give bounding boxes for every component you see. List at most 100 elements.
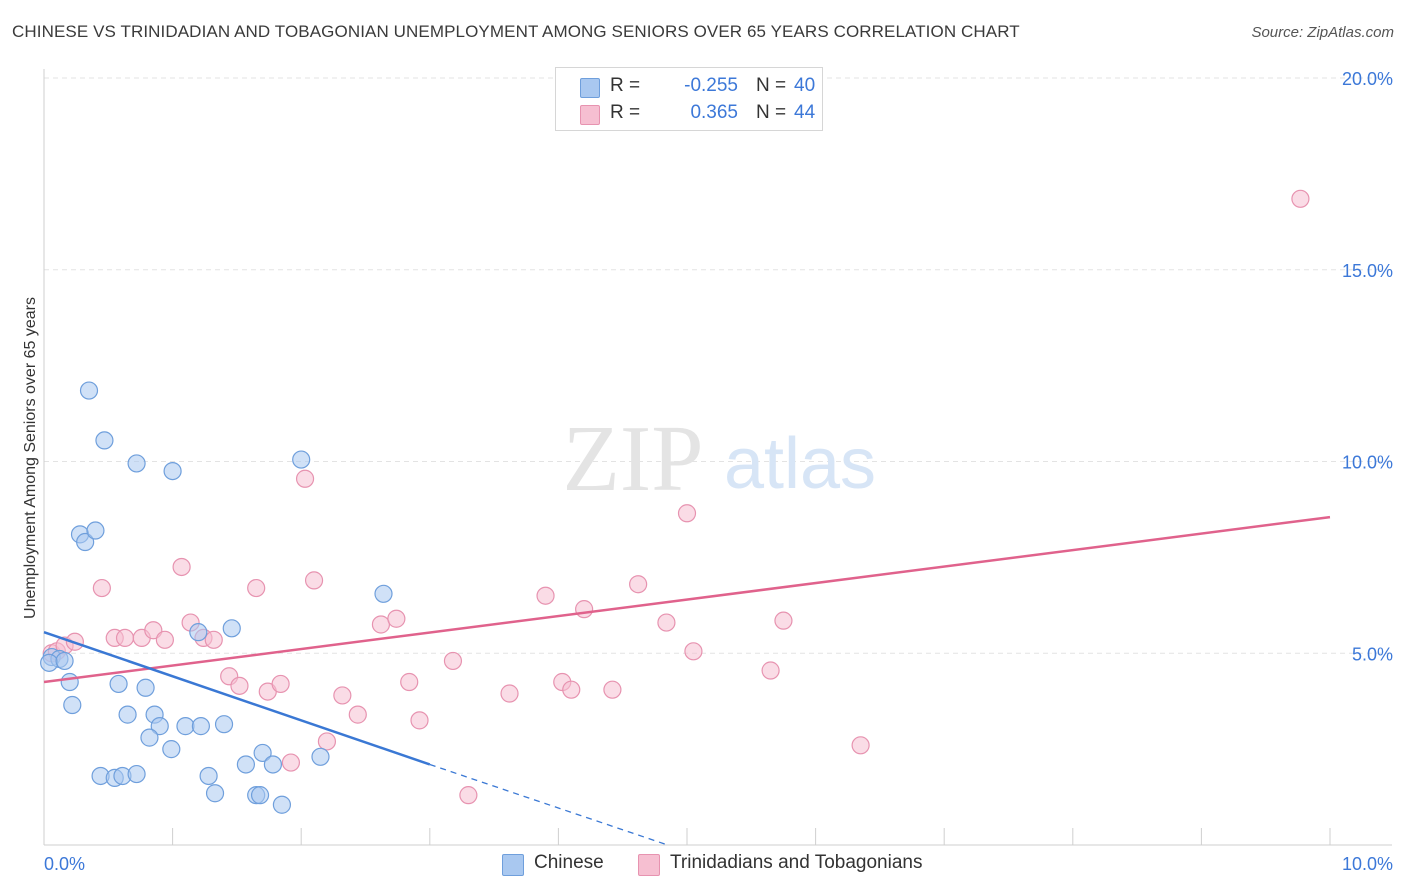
chinese-point — [76, 532, 95, 552]
trinidadians-point — [317, 732, 337, 751]
chinese-point — [236, 755, 256, 774]
trinidadians-point — [459, 786, 478, 805]
chinese-point — [63, 695, 82, 715]
chinese-point — [176, 717, 195, 736]
trinidadians-swatch — [638, 854, 660, 876]
watermark-zip: ZIP — [563, 407, 704, 511]
trinidadians-point — [155, 630, 174, 649]
trinidadians-point — [410, 711, 429, 730]
source-label: Source: ZipAtlas.com — [1251, 24, 1394, 41]
trinidadians-point — [562, 680, 581, 699]
trinidadians-point — [304, 571, 324, 590]
trinidadians-point — [230, 676, 249, 695]
chart-title: CHINESE VS TRINIDADIAN AND TOBAGONIAN UN… — [12, 22, 1020, 41]
y-tick-label: 20.0% — [1342, 69, 1393, 89]
trinidadians-point — [333, 686, 352, 705]
chinese-point — [292, 450, 311, 469]
legend-label: Trinidadians and Tobagonians — [670, 852, 923, 873]
chinese-point — [55, 651, 74, 671]
series-chinese-points — [40, 381, 393, 814]
trinidadians-point — [629, 575, 648, 594]
y-tick-label: 5.0% — [1352, 644, 1393, 664]
chinese-point — [127, 454, 146, 473]
chinese-point — [250, 786, 270, 805]
trinidadians-point — [443, 651, 463, 671]
y-tick-label: 10.0% — [1342, 453, 1393, 473]
y-tick-labels: 5.0% 10.0% 15.0% 20.0% — [1342, 69, 1393, 664]
trinidadians-point — [1291, 189, 1310, 208]
correlation-legend: R = -0.255 N = 40 R = 0.365 N = 44 — [555, 67, 823, 131]
chinese-point — [79, 381, 99, 400]
r-label: R = — [610, 75, 641, 96]
n-value: 44 — [794, 102, 816, 123]
watermark-atlas: atlas — [724, 424, 876, 504]
legend-label: Chinese — [534, 852, 604, 873]
trinidadians-point — [536, 586, 555, 605]
trinidadians-point — [295, 469, 315, 488]
r-value: -0.255 — [684, 75, 738, 96]
trinidadians-point — [677, 504, 697, 523]
trinidadians-point — [172, 557, 191, 577]
chinese-point — [127, 764, 146, 784]
trinidadians-point — [281, 753, 301, 772]
trinidadians-point — [387, 609, 406, 628]
chinese-point — [118, 705, 137, 724]
chinese-point — [162, 740, 181, 759]
chinese-point — [191, 717, 210, 736]
trinidadians-point — [575, 600, 594, 619]
chinese-trend-extension — [429, 763, 668, 846]
chinese-point — [140, 728, 159, 747]
trinidadians-point — [271, 674, 290, 694]
r-value: 0.365 — [690, 102, 738, 123]
trinidadians-point — [371, 615, 391, 634]
trinidadians-point — [204, 630, 223, 649]
x-tick-label-min: 0.0% — [44, 854, 85, 874]
chinese-point — [150, 717, 169, 736]
trinidadians-point — [851, 736, 870, 755]
chinese-point — [272, 795, 292, 814]
chinese-point — [189, 623, 208, 642]
x-tick-labels: 0.0% 10.0% — [44, 854, 1393, 874]
chinese-point — [214, 715, 234, 734]
chinese-point — [263, 755, 283, 774]
chinese-point — [109, 674, 128, 694]
trinidadians-point — [603, 680, 622, 699]
n-label: N = — [756, 75, 787, 96]
trinidadians-trend-line — [43, 515, 1331, 684]
series-trinidadians-points — [42, 189, 1310, 805]
gridlines — [44, 77, 1392, 654]
trinidadians-point — [657, 613, 676, 632]
chinese-swatch — [580, 78, 600, 98]
r-label: R = — [610, 102, 641, 123]
trinidadians-point — [348, 705, 367, 724]
x-tick-label-max: 10.0% — [1342, 854, 1393, 874]
chinese-point — [163, 461, 182, 481]
trinidadians-point — [115, 628, 135, 648]
x-ticks — [172, 828, 1331, 845]
n-value: 40 — [794, 75, 816, 96]
axes — [43, 69, 1392, 846]
chinese-point — [205, 784, 225, 803]
chinese-point — [222, 619, 241, 638]
chinese-point — [199, 766, 218, 786]
trinidadians-point — [92, 578, 111, 598]
y-axis-title: Unemployment Among Seniors over 65 years — [22, 297, 39, 619]
chinese-point — [86, 521, 105, 540]
trinidadians-swatch — [580, 105, 600, 125]
trinidadians-point — [774, 611, 793, 630]
chinese-point — [136, 678, 155, 697]
chinese-point — [311, 747, 330, 766]
watermark: ZIP atlas — [563, 407, 877, 511]
trend-lines — [43, 515, 1331, 846]
trinidadians-point — [500, 684, 519, 703]
trinidadians-point — [247, 578, 266, 598]
chinese-trend-line — [43, 630, 431, 766]
chinese-point — [60, 672, 79, 692]
chinese-point — [253, 743, 272, 763]
trinidadians-point — [761, 661, 780, 680]
chinese-point — [40, 653, 59, 672]
chinese-point — [95, 431, 114, 450]
trinidadians-point — [400, 672, 419, 692]
chinese-swatch — [502, 854, 524, 876]
